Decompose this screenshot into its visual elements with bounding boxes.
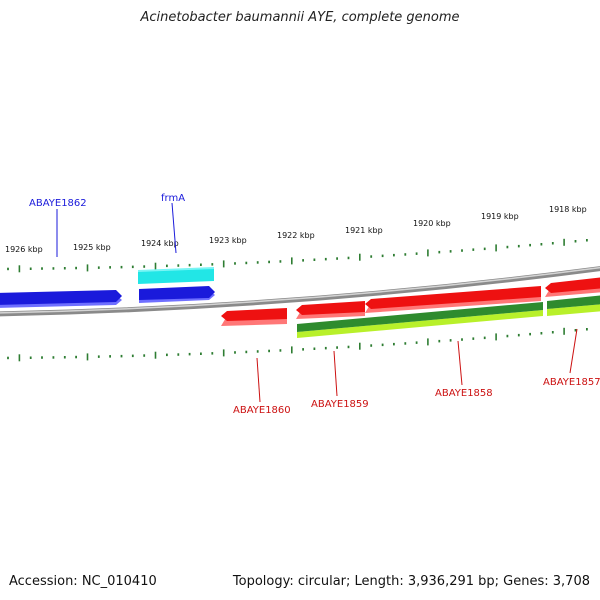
scale-label: 1920 kbp xyxy=(413,219,451,228)
gene-ABAYE1858[interactable] xyxy=(365,286,541,313)
genome-backbone xyxy=(0,266,600,317)
scale-label: 1924 kbp xyxy=(141,239,179,248)
gene-frmA-arrow xyxy=(139,286,215,300)
reverse-strand-genes xyxy=(221,277,600,338)
gene-ABAYE1857-arrow xyxy=(545,277,600,293)
scale-label: 1918 kbp xyxy=(549,205,587,214)
feature-band-dark xyxy=(297,302,543,332)
feature-band-dark-2 xyxy=(547,295,600,309)
lower-tick-row xyxy=(7,327,588,362)
gene-label-ABAYE1860[interactable]: ABAYE1860 xyxy=(233,405,291,416)
accession-label: Accession: NC_010410 xyxy=(9,574,157,589)
gene-ABAYE1860-arrow xyxy=(221,308,287,321)
feature-band-light xyxy=(297,310,543,338)
gene-label-frmA[interactable]: frmA xyxy=(161,193,185,204)
scale-labels: 1926 kbp 1925 kbp 1924 kbp 1923 kbp 1922… xyxy=(5,205,587,254)
backbone-line xyxy=(0,266,600,317)
gene-ABAYE1862[interactable] xyxy=(0,290,122,308)
leader-ABAYE1857 xyxy=(569,328,578,374)
gene-frmA[interactable] xyxy=(138,267,215,303)
feature-band-green[interactable] xyxy=(297,295,600,338)
gene-ABAYE1859-arrow xyxy=(296,301,365,315)
gene-ABAYE1859[interactable] xyxy=(296,301,365,319)
scale-label: 1922 kbp xyxy=(277,231,315,240)
backbone-highlight xyxy=(0,266,600,314)
scale-label: 1921 kbp xyxy=(345,226,383,235)
gene-label-ABAYE1857[interactable]: ABAYE1857 xyxy=(543,377,600,388)
scale-label: 1926 kbp xyxy=(5,245,43,254)
forward-strand-genes xyxy=(0,267,215,308)
page-title: Acinetobacter baumannii AYE, complete ge… xyxy=(140,10,460,25)
genome-summary: Topology: circular; Length: 3,936,291 bp… xyxy=(232,574,590,589)
label-leaders xyxy=(56,202,578,403)
gene-ABAYE1857[interactable] xyxy=(545,277,600,297)
leader-ABAYE1859 xyxy=(333,350,338,397)
scale-label: 1923 kbp xyxy=(209,236,247,245)
gene-label-ABAYE1859[interactable]: ABAYE1859 xyxy=(311,399,369,410)
gene-label-ABAYE1858[interactable]: ABAYE1858 xyxy=(435,388,493,399)
gene-ABAYE1862-arrow xyxy=(0,290,122,305)
scale-label: 1925 kbp xyxy=(73,243,111,252)
gene-ABAYE1858-arrow xyxy=(365,286,541,309)
leader-ABAYE1858 xyxy=(457,340,463,386)
leader-ABAYE1860 xyxy=(256,357,261,403)
feature-band-light-2 xyxy=(547,304,600,316)
leader-frmA xyxy=(171,202,177,254)
gene-label-ABAYE1862[interactable]: ABAYE1862 xyxy=(29,198,87,209)
upper-tick-row xyxy=(7,238,588,273)
gene-frmA-highlight xyxy=(138,269,214,284)
gene-ABAYE1860[interactable] xyxy=(221,308,287,326)
scale-label: 1919 kbp xyxy=(481,212,519,221)
gene-labels: ABAYE1862 frmA ABAYE1860 ABAYE1859 ABAYE… xyxy=(29,193,600,416)
